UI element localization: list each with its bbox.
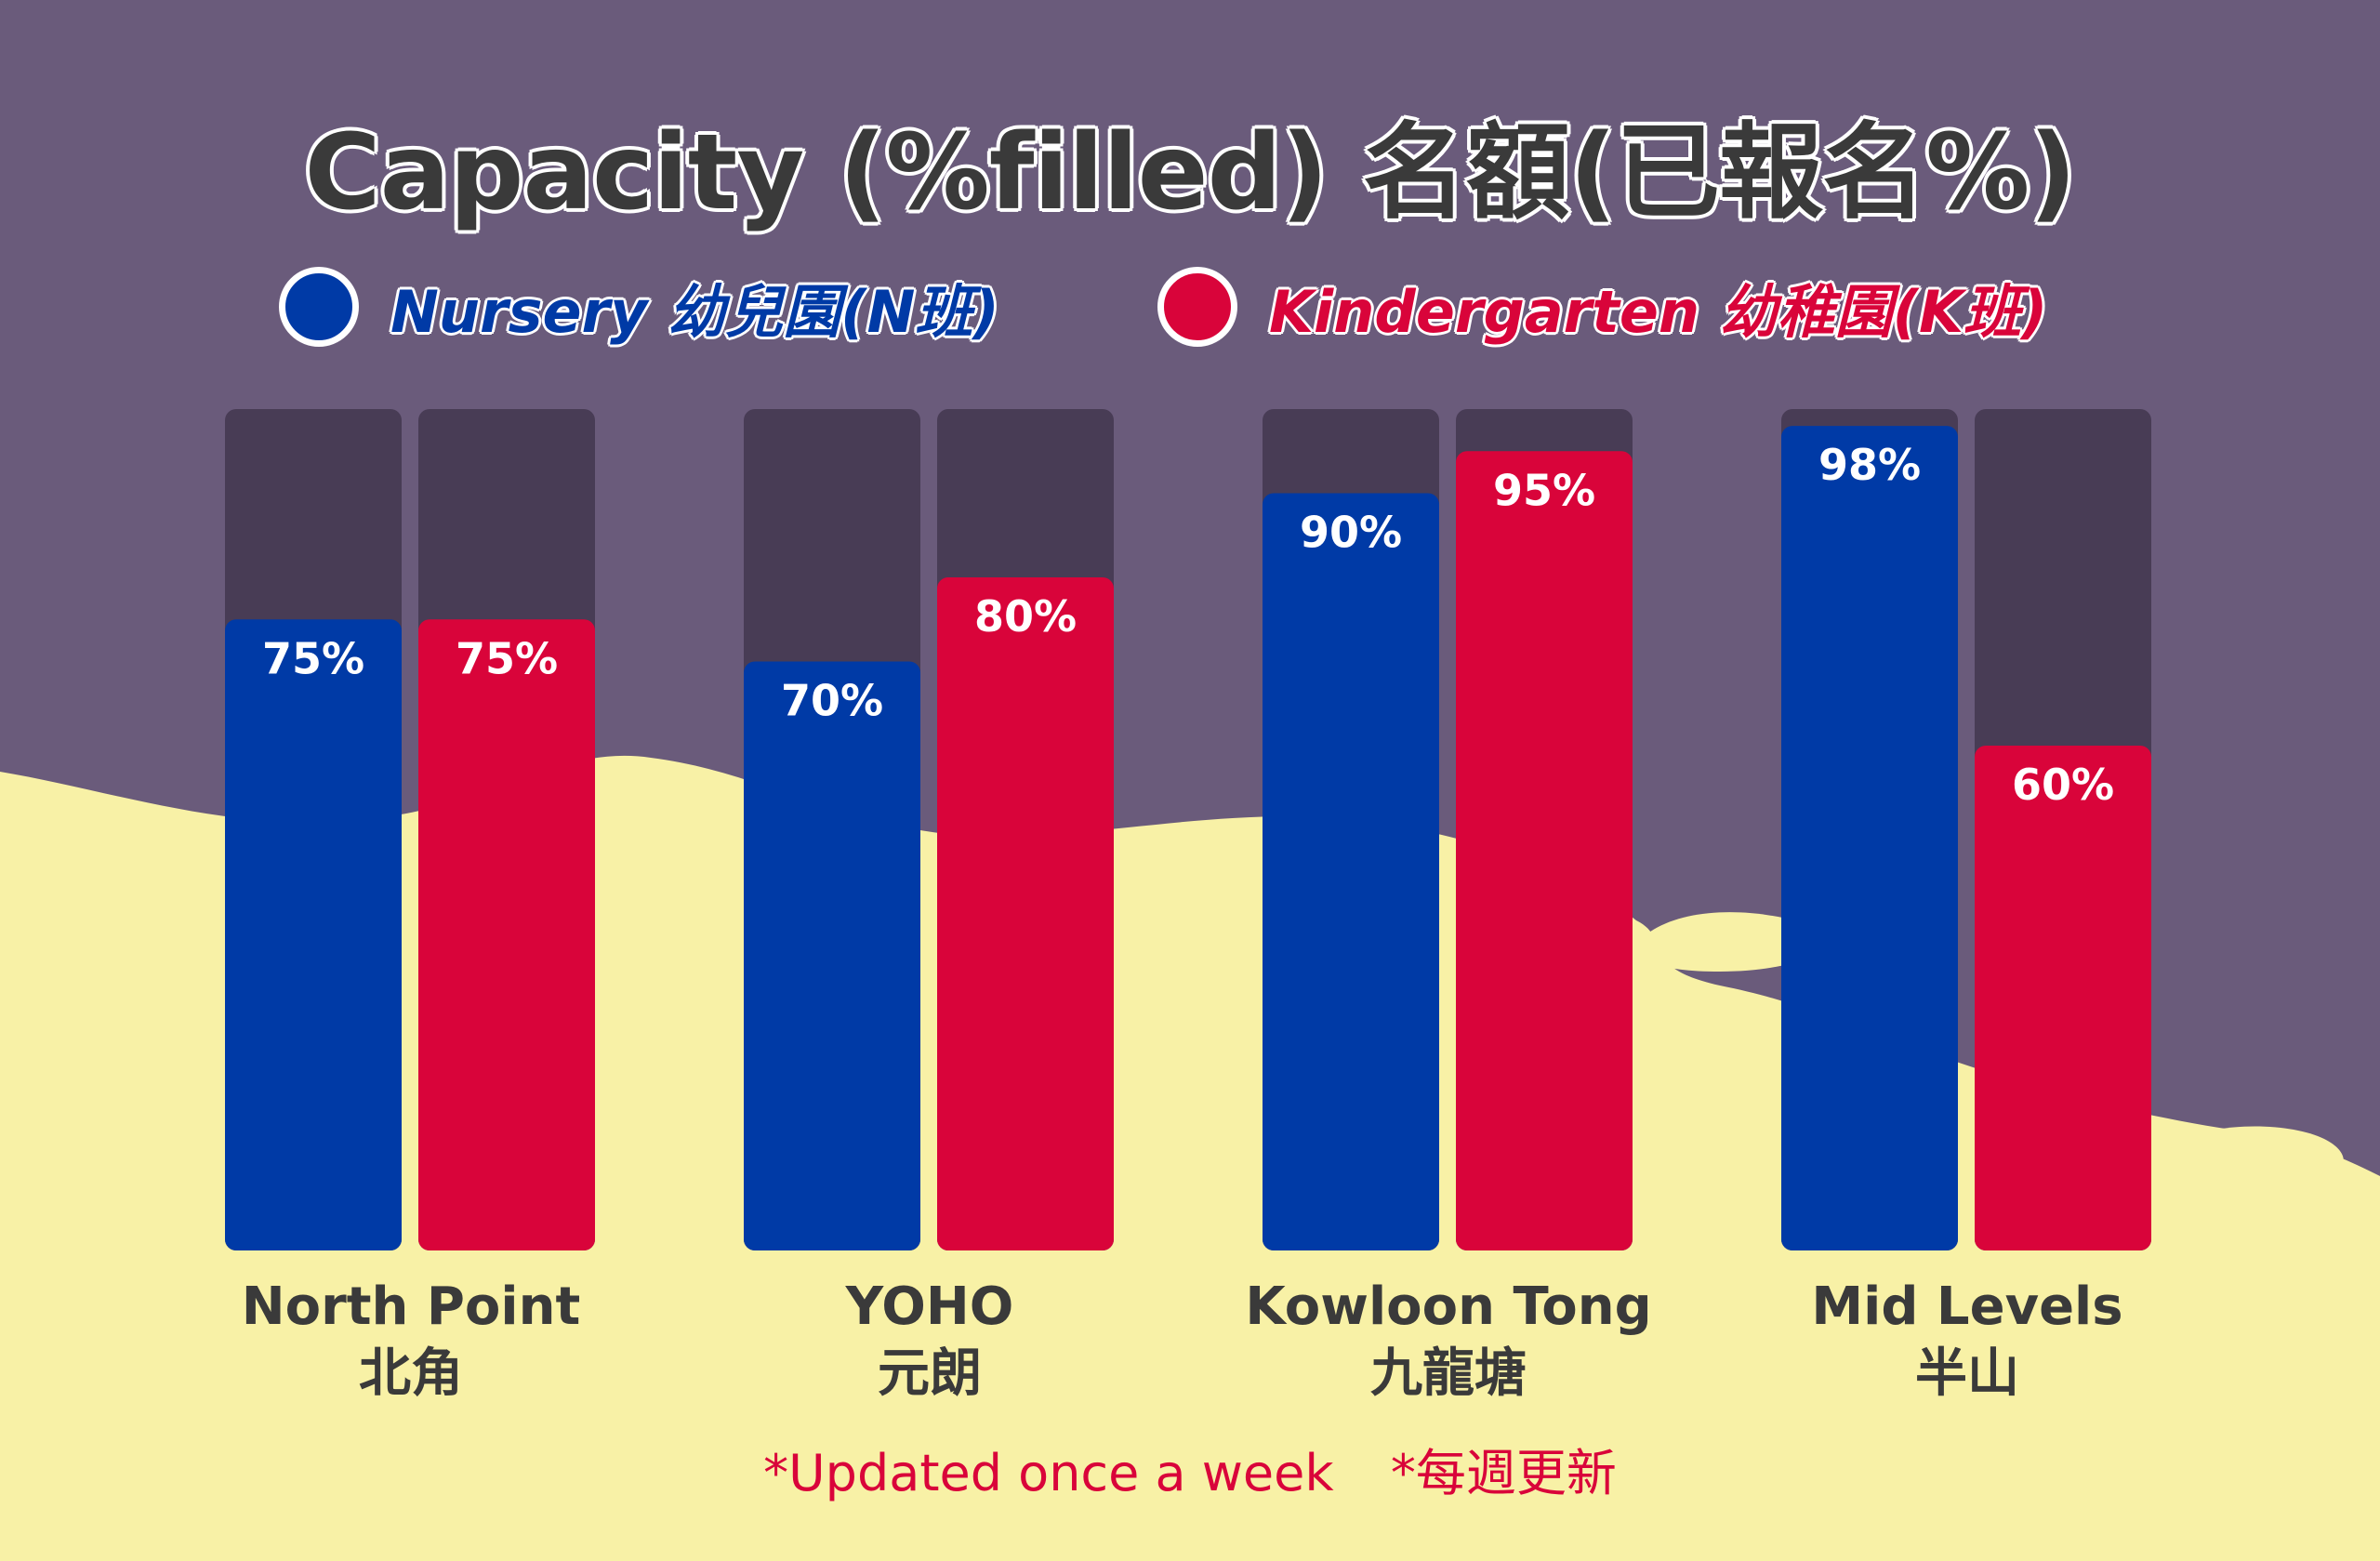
footnote-zh: *每週更新 — [1390, 1444, 1617, 1502]
category-label: Kowloon Tong 九龍塘 — [1188, 1274, 1709, 1408]
data-label: 70% — [781, 676, 883, 726]
legend-swatch-kindergarten — [1157, 267, 1237, 347]
legend-item-kindergarten: Kindergarten 幼稚園(K班) — [1157, 260, 2047, 353]
legend-label-kindergarten: Kindergarten 幼稚園(K班) — [1269, 278, 2048, 346]
category-label-zh: 北角 — [359, 1343, 463, 1404]
bar — [418, 619, 595, 1250]
data-label: 90% — [1300, 508, 1402, 558]
data-label: 75% — [456, 633, 558, 683]
category-label: North Point 北角 — [151, 1274, 671, 1408]
bar — [744, 661, 920, 1250]
data-label: 80% — [974, 591, 1077, 642]
bar — [1975, 746, 2151, 1250]
category-label-zh: 元朗 — [878, 1343, 982, 1404]
bar — [1456, 451, 1633, 1250]
bar — [225, 619, 402, 1250]
bar — [937, 577, 1114, 1250]
category-label-en: Mid Levels — [1811, 1277, 2123, 1337]
category-label-en: YOHO — [845, 1277, 1014, 1337]
legend-swatch-nursery — [279, 267, 359, 347]
data-label: 60% — [2012, 760, 2114, 810]
data-label: 98% — [1818, 440, 1921, 490]
data-label: 95% — [1493, 465, 1595, 515]
bar — [1781, 426, 1958, 1251]
footnote-en: *Updated once a week — [763, 1444, 1334, 1502]
footnote: *Updated once a week *每週更新 — [0, 1432, 2380, 1505]
category-label: YOHO 元朗 — [669, 1274, 1190, 1408]
category-label: Mid Levels 半山 — [1707, 1274, 2228, 1408]
chart-title: Capacity (%filled) 名額(已報名%) — [304, 112, 2076, 233]
data-label: 75% — [262, 633, 364, 683]
legend-item-nursery: Nursery 幼兒園(N班) — [279, 260, 999, 353]
category-label-en: Kowloon Tong — [1245, 1277, 1652, 1337]
sand-cloud — [2166, 1126, 2344, 1189]
bar — [1263, 493, 1439, 1250]
category-label-zh: 九龍塘 — [1370, 1343, 1527, 1404]
category-label-en: North Point — [241, 1277, 581, 1337]
category-label-zh: 半山 — [1915, 1343, 2019, 1404]
sand-cloud — [1636, 912, 1830, 972]
legend-label-nursery: Nursery 幼兒園(N班) — [390, 278, 999, 346]
